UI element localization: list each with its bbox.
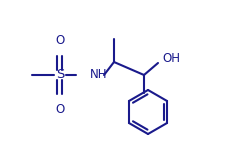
Text: OH: OH [161, 52, 179, 66]
Text: O: O [55, 103, 64, 116]
Text: O: O [55, 34, 64, 47]
Text: NH: NH [90, 69, 107, 81]
Text: S: S [56, 69, 64, 81]
